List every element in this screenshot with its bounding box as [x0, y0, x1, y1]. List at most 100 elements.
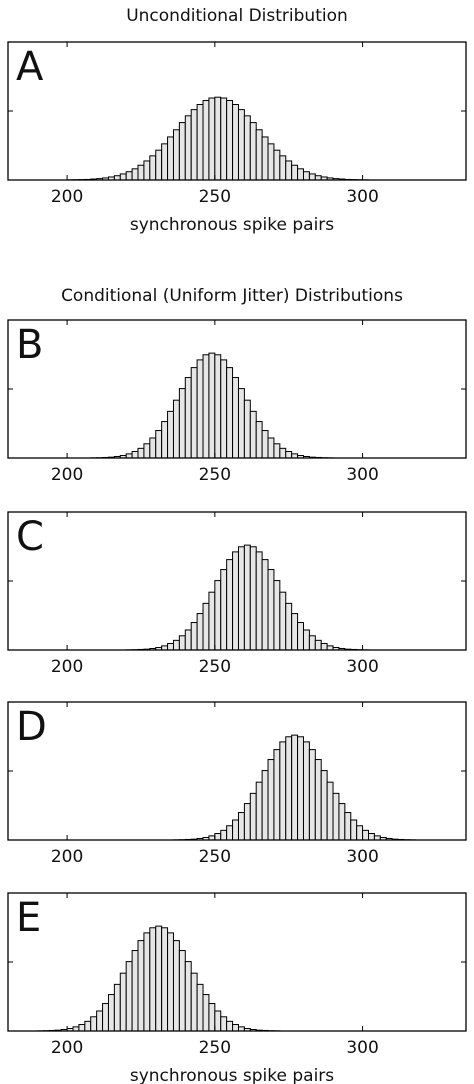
bar: [273, 149, 281, 181]
bar: [267, 437, 275, 459]
bar: [267, 759, 275, 841]
bar: [196, 359, 204, 459]
bar: [261, 559, 269, 651]
bar: [226, 367, 234, 459]
bar: [149, 927, 157, 1032]
bar: [202, 354, 210, 459]
bar: [190, 367, 198, 459]
bar: [243, 544, 251, 651]
bar: [143, 443, 151, 459]
bar: [208, 1003, 216, 1032]
bar: [314, 759, 322, 841]
bar: [172, 940, 180, 1032]
x-axis-label: synchronous spike pairs: [130, 1066, 334, 1084]
bar: [214, 354, 222, 459]
bar: [172, 129, 180, 181]
bar: [202, 994, 210, 1032]
bar: [208, 591, 216, 651]
bar: [291, 164, 299, 181]
bar: [320, 643, 328, 651]
bar: [314, 639, 322, 651]
bar: [178, 635, 186, 651]
bar: [344, 812, 352, 841]
x-tick-label: 200: [51, 1038, 83, 1058]
bar: [249, 410, 257, 459]
x-tick-label: 300: [346, 465, 378, 485]
bar: [297, 622, 304, 651]
bar: [285, 602, 293, 651]
bar: [273, 749, 281, 841]
bar: [267, 569, 275, 651]
bar: [125, 961, 133, 1032]
bar: [261, 770, 269, 841]
bar: [178, 950, 186, 1032]
panel-label: E: [16, 895, 41, 941]
x-tick-label: 250: [199, 847, 231, 867]
x-tick-label: 300: [346, 657, 378, 677]
bar: [214, 1010, 222, 1032]
bar: [167, 410, 174, 459]
bar: [226, 559, 234, 651]
bar: [302, 171, 310, 181]
bar: [119, 972, 127, 1032]
bar: [291, 613, 299, 651]
bar: [208, 352, 216, 459]
bar: [196, 613, 204, 651]
x-tick-label: 200: [51, 465, 83, 485]
bar: [226, 1020, 234, 1032]
bar: [190, 109, 198, 181]
bar: [302, 741, 310, 841]
bar: [131, 950, 139, 1032]
bar: [143, 932, 151, 1032]
x-tick-label: 250: [199, 657, 231, 677]
bar: [90, 1016, 98, 1032]
bar: [167, 136, 174, 181]
bar: [261, 136, 269, 181]
plot-frame: [7, 892, 467, 1032]
x-tick-label: 250: [199, 1038, 231, 1058]
bar: [285, 451, 293, 459]
panel-label: B: [16, 322, 43, 368]
bar: [255, 129, 263, 181]
bar: [178, 122, 186, 181]
bar: [196, 104, 204, 181]
bar: [291, 734, 299, 841]
bar: [338, 803, 346, 841]
bar: [279, 741, 287, 841]
panel-label: D: [16, 704, 47, 750]
bar: [237, 109, 245, 181]
bar: [232, 819, 239, 841]
bar: [249, 792, 257, 841]
x-tick-label: 300: [346, 1038, 378, 1058]
bar: [243, 115, 251, 181]
bar: [285, 160, 293, 181]
bar: [297, 168, 304, 181]
bar: [232, 551, 239, 651]
bar: [237, 812, 245, 841]
bar: [202, 602, 210, 651]
bar: [220, 97, 228, 181]
bar: [137, 447, 145, 459]
bar: [273, 443, 281, 459]
x-tick-label: 200: [51, 847, 83, 867]
x-tick-label: 200: [51, 187, 83, 207]
bar: [190, 622, 198, 651]
x-tick-label: 250: [199, 187, 231, 207]
chart-title: Unconditional Distribution: [126, 6, 348, 26]
bar: [279, 155, 287, 181]
x-axis-label: synchronous spike pairs: [130, 215, 334, 235]
bar: [167, 932, 174, 1032]
bar: [243, 803, 251, 841]
bar: [184, 115, 192, 181]
bar: [143, 160, 151, 181]
panel-label: C: [16, 514, 44, 560]
bar: [249, 122, 257, 181]
bar: [362, 829, 369, 841]
bar: [232, 1024, 239, 1032]
bar: [279, 591, 287, 651]
bar: [273, 580, 281, 651]
bar: [202, 100, 210, 181]
chart-title: Conditional (Uniform Jitter) Distributio…: [61, 286, 403, 306]
bar: [155, 925, 163, 1032]
bar: [149, 437, 157, 459]
